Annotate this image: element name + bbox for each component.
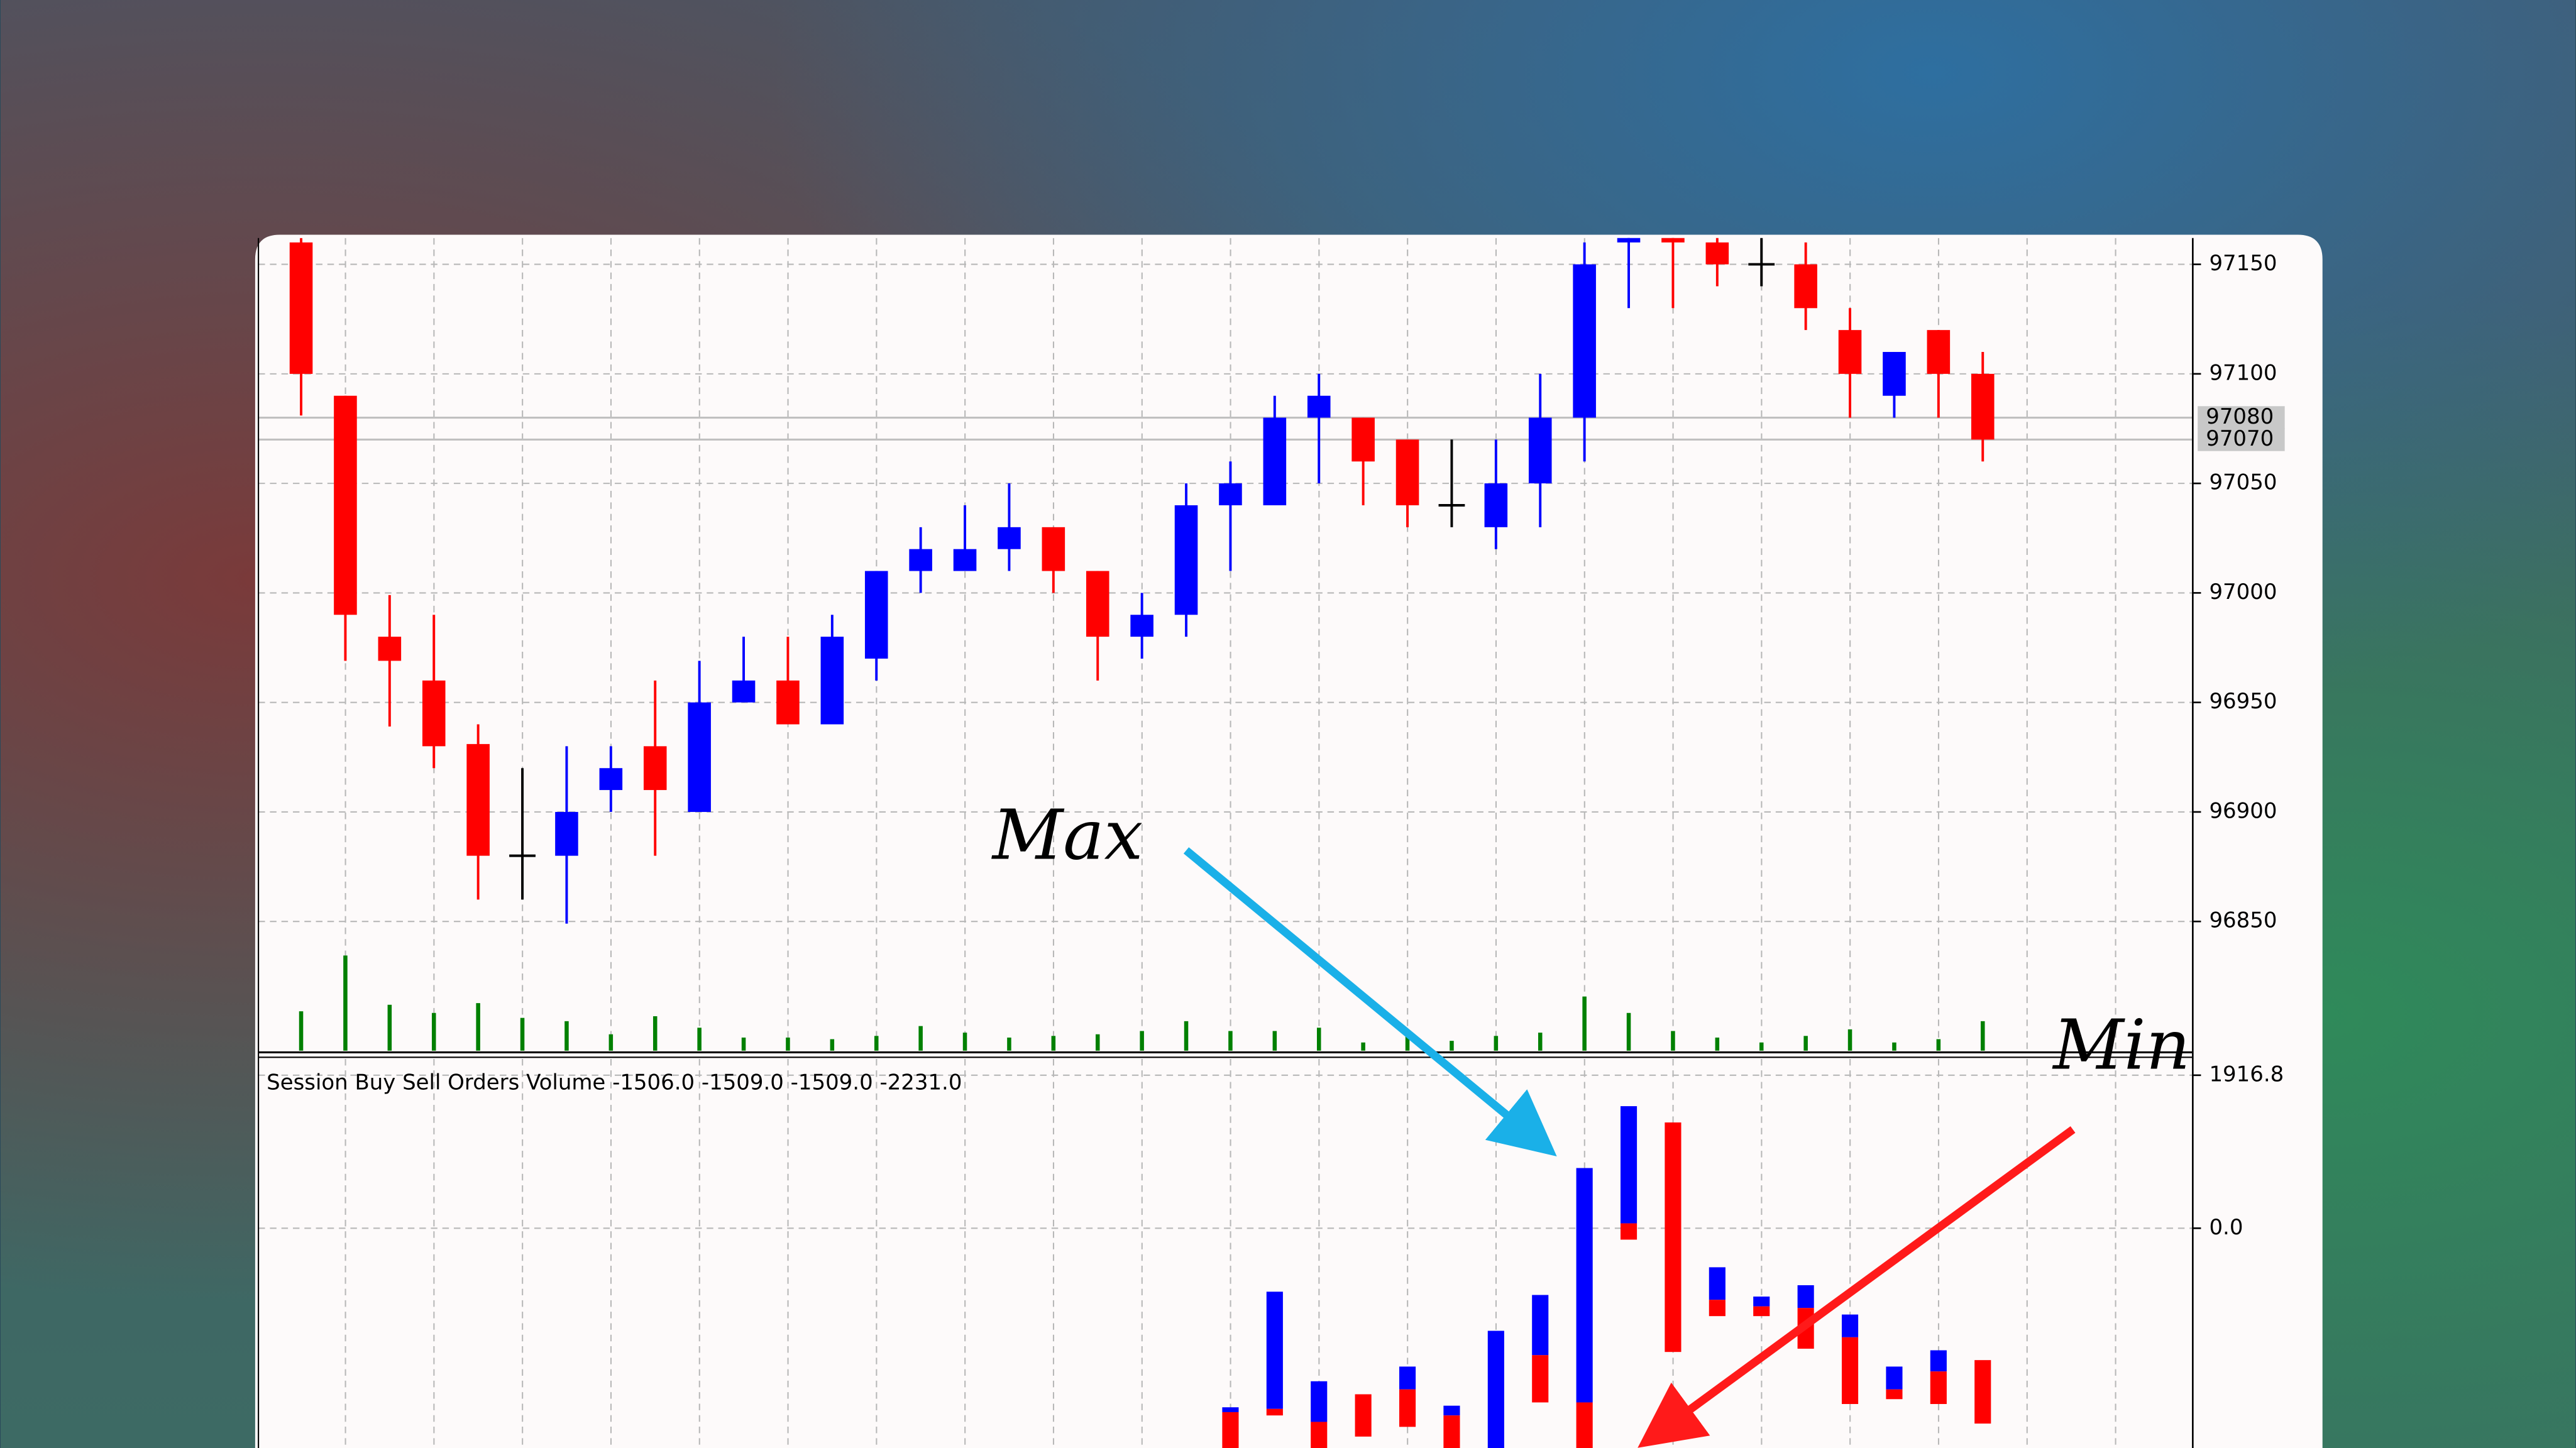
blue-segment [1841, 1314, 1859, 1337]
y-tick-label: 96850 [2209, 908, 2277, 933]
indicator-pane [258, 1058, 2193, 1448]
max-arrow [1183, 847, 1557, 1156]
min-annotation: Min [2052, 1005, 2190, 1085]
red-segment [1399, 1389, 1416, 1427]
blue-segment [1753, 1297, 1770, 1307]
min-arrow [1638, 1126, 2076, 1448]
candle-body [688, 702, 711, 812]
candle-body [909, 549, 932, 571]
red-segment [1620, 1223, 1638, 1240]
red-segment [1576, 1402, 1593, 1448]
blue-segment [1222, 1407, 1239, 1412]
candle-body [953, 549, 977, 571]
candle-body [1351, 417, 1375, 462]
red-segment [1355, 1394, 1372, 1437]
blue-segment [1576, 1168, 1593, 1403]
blue-segment [1399, 1366, 1416, 1390]
candle-body [289, 242, 313, 374]
candle-body [643, 746, 667, 791]
candle-body [1528, 417, 1552, 484]
blue-segment [1886, 1366, 1903, 1390]
blue-segment [1532, 1295, 1549, 1356]
candle-body [1042, 527, 1065, 571]
level-label-box [2198, 428, 2285, 451]
candle-body [1927, 330, 1951, 374]
candle-body [1263, 417, 1287, 505]
max-annotation: Max [991, 794, 1143, 875]
candle-body [466, 743, 490, 856]
candle-body [1971, 373, 1995, 440]
blue-segment [1266, 1292, 1283, 1409]
red-segment [1974, 1360, 1991, 1424]
y-tick-label: 97050 [2209, 470, 2277, 495]
blue-segment [1620, 1106, 1638, 1224]
red-segment [1841, 1337, 1859, 1405]
candle-body [1086, 571, 1109, 637]
candle-body [1573, 264, 1596, 418]
candle-body [776, 680, 800, 725]
y-tick-label: 96900 [2209, 798, 2277, 823]
blue-segment [1443, 1405, 1460, 1416]
y-tick-label: 97100 [2209, 360, 2277, 385]
red-segment [1709, 1300, 1726, 1317]
red-segment [1311, 1422, 1328, 1448]
red-segment [1753, 1306, 1770, 1317]
window [255, 234, 2323, 1448]
level-label-box [2198, 406, 2285, 429]
red-segment [1886, 1389, 1903, 1400]
candle-body [599, 768, 623, 791]
red-segment [1930, 1371, 1947, 1405]
red-segment [1222, 1412, 1239, 1448]
candle-body [1395, 439, 1419, 505]
y-tick-label: 97150 [2209, 251, 2277, 276]
candle-body [1794, 264, 1817, 309]
candle-body [1838, 330, 1862, 374]
candle-body [1617, 238, 1641, 243]
red-segment [1665, 1122, 1682, 1352]
candle-body [1174, 505, 1198, 615]
candle-body [1705, 242, 1729, 265]
y-tick-label: 1916.8 [2209, 1061, 2284, 1087]
candle-body [820, 637, 844, 725]
candle-body [422, 680, 446, 747]
candle-body [555, 811, 578, 856]
candle-body [1307, 395, 1331, 418]
red-segment [1266, 1408, 1283, 1416]
blue-segment [1311, 1381, 1328, 1422]
candle-body [864, 571, 888, 659]
candle-body [1130, 615, 1153, 637]
blue-segment [1709, 1267, 1726, 1300]
red-segment [1532, 1355, 1549, 1403]
candle-body [1219, 483, 1242, 505]
axes: 96850 96900 96950 97000 97050 97100 97150 97080… [258, 238, 2285, 1448]
candle-body [1661, 238, 1685, 243]
candle-body [1484, 483, 1508, 527]
candle-body [334, 395, 357, 615]
blue-segment [1930, 1350, 1947, 1372]
level-label: 97080 [2206, 404, 2274, 429]
red-segment [1443, 1415, 1460, 1448]
candle-body [998, 527, 1021, 549]
y-tick-label: 97000 [2209, 579, 2277, 605]
candle-body [378, 637, 402, 661]
blue-segment [1487, 1330, 1504, 1448]
level-label: 97070 [2206, 426, 2274, 451]
y-tick-label: 96950 [2209, 689, 2277, 714]
indicator-title: Session Buy Sell Orders Volume -1506.0 -… [267, 1070, 962, 1095]
y-tick-label: 0.0 [2209, 1215, 2243, 1240]
candle-body [1883, 352, 1906, 396]
blue-segment [1797, 1285, 1814, 1308]
price-pane [258, 238, 2193, 1051]
candle-body [732, 680, 756, 703]
